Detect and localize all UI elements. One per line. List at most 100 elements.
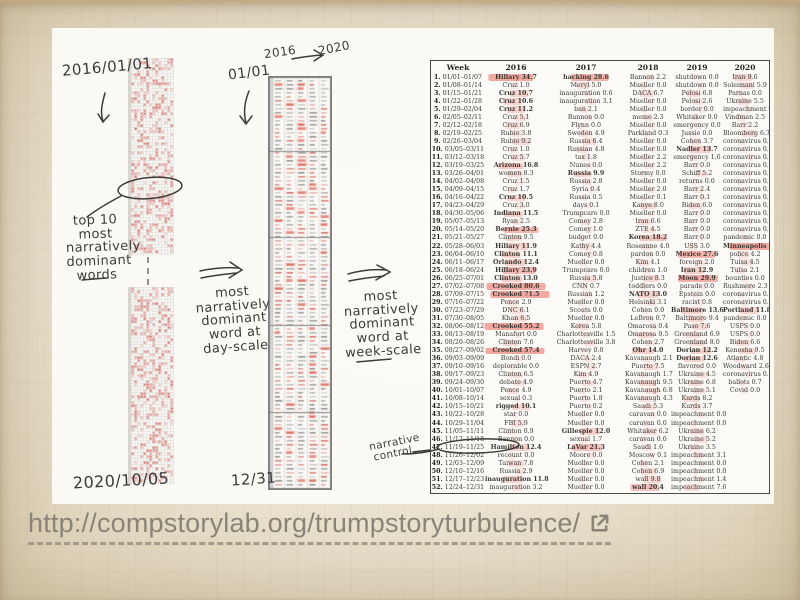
- word-cell: Orlando 12.4: [485, 259, 547, 266]
- highlight-mark: [741, 259, 753, 266]
- highlight-mark: [508, 460, 524, 467]
- highlight-mark: [513, 379, 527, 387]
- highlight-mark: [695, 299, 703, 306]
- word-cell: inauguration 3.1: [547, 98, 625, 105]
- word-cell: Cruz 11.2: [485, 106, 547, 113]
- word-cell: Cohen 0.0: [625, 307, 671, 314]
- word-value: Mueller 0.0: [567, 467, 605, 475]
- word-cell: Omarosa 0.4: [625, 323, 671, 330]
- word-cell: Manafort 0.0: [485, 331, 547, 339]
- word-value: Mueller 2.2: [629, 153, 667, 161]
- word-value: USS 3.0: [684, 242, 710, 250]
- word-cell: border 0.0: [671, 106, 723, 113]
- highlight-mark: [490, 291, 550, 298]
- word-value: impeachment 3.1: [671, 451, 727, 459]
- word-value: caravan 0.0: [629, 419, 667, 427]
- week-cell: 44. 10/29–11/04: [431, 419, 485, 427]
- highlight-mark: [488, 74, 534, 81]
- highlight-mark: [687, 379, 703, 387]
- highlight-mark: [740, 186, 748, 194]
- header-2016: 2016: [505, 62, 527, 72]
- word-value: Crooked 57.4: [492, 347, 540, 355]
- table-row: 13. 03/26–04/01 women 8.3 Russia 9.9 Stormy…: [431, 170, 769, 178]
- word-cell: Ryan 2.5: [485, 218, 547, 226]
- word-value: Ukraine 5.1: [678, 387, 716, 395]
- word-value: Jussie 0.0: [681, 129, 713, 137]
- word-cell: Pence 4.9: [485, 387, 547, 395]
- highlight-mark: [579, 428, 601, 435]
- word-cell: LeBron 0.7: [625, 315, 671, 322]
- highlight-mark: [645, 315, 653, 322]
- word-cell: Barr 2.4: [671, 186, 723, 194]
- word-value: Iran 9.6: [732, 73, 758, 81]
- highlight-mark: [577, 371, 591, 379]
- word-value: Barr 0.0: [683, 210, 711, 218]
- word-value: caravan 0.0: [629, 411, 667, 419]
- week-cell: 42. 10/15–10/21: [431, 403, 485, 411]
- word-cell: wall 9.8: [625, 476, 671, 483]
- word-cell: Cruz 10.5: [485, 194, 547, 202]
- highlight-mark: [689, 339, 705, 347]
- word-value: recount 0.0: [497, 451, 535, 459]
- word-value: Cohen 2.7: [631, 339, 665, 347]
- word-value: Trumpcare 0.0: [562, 266, 610, 274]
- word-value: Russia 2.8: [569, 178, 603, 186]
- word-cell: Ohr 14.0: [625, 347, 671, 355]
- highlight-mark: [678, 275, 718, 282]
- word-value: Ryan 2.5: [501, 218, 530, 226]
- word-cell: coronavirus 0.0: [723, 138, 769, 145]
- word-cell: Korea 18.2: [625, 234, 671, 242]
- word-cell: Charlottesville 3.8: [547, 339, 625, 347]
- highlight-mark: [486, 283, 546, 290]
- highlight-mark: [694, 436, 708, 443]
- table-row: 5. 01/29–02/04 Cruz 11.2 ban 2.1 Mueller 0.…: [431, 105, 769, 113]
- word-value: shutdown 0.0: [675, 81, 719, 89]
- highlight-mark: [587, 186, 595, 194]
- highlight-mark: [580, 283, 588, 290]
- word-value: Russia 5.8: [569, 274, 603, 282]
- highlight-mark: [693, 74, 701, 81]
- highlight-mark: [647, 452, 655, 459]
- week-cell: 22. 05/28–06/03: [431, 242, 485, 250]
- highlight-mark: [736, 114, 746, 121]
- word-value: Russia 2.9: [499, 467, 533, 475]
- word-cell: Baltimore 9.4: [671, 315, 723, 322]
- word-cell: Mueller 0.0: [547, 484, 625, 491]
- word-cell: Crooked 57.4: [485, 347, 547, 355]
- source-link[interactable]: http://compstorylab.org/trumpstoryturbul…: [28, 508, 612, 545]
- highlight-mark: [739, 162, 747, 170]
- highlight-mark: [694, 476, 704, 483]
- week-cell: 14. 04/02–04/08: [431, 178, 485, 186]
- word-cell: Comey 1.0: [547, 226, 625, 234]
- word-value: Whitaker 6.2: [627, 427, 669, 435]
- word-cell: Barr 0.0: [671, 162, 723, 170]
- table-row: 10. 03/05–03/11 Cruz 1.0 Russian 4.8 Muelle…: [431, 145, 769, 153]
- highlight-mark: [639, 234, 667, 242]
- word-value: Schiff 5.2: [681, 170, 713, 178]
- word-value: Dorian 12.6: [676, 355, 718, 363]
- word-value: Barr 0.1: [683, 194, 711, 202]
- word-value: Hamilton 12.4: [490, 443, 542, 451]
- highlight-mark: [678, 251, 716, 258]
- word-cell: Tulsa 2.1: [723, 267, 767, 274]
- highlight-mark: [696, 371, 708, 379]
- word-cell: Barr 0.0: [671, 210, 723, 218]
- highlight-mark: [737, 379, 745, 387]
- word-cell: Kurds 3.7: [671, 403, 723, 411]
- highlight-mark: [578, 436, 588, 443]
- word-value: Whitaker 0.0: [676, 113, 718, 121]
- table-row: 39. 09/24–09/30 debate 4.9 Puerto 4.7 Kavan…: [431, 379, 769, 387]
- word-value: Kurds 3.7: [681, 403, 713, 411]
- word-value: NATO 13.0: [629, 290, 667, 298]
- word-cell: Barr 0.0: [671, 218, 723, 226]
- word-value: pardon 0.0: [630, 250, 666, 258]
- week-cell: 45. 11/05–11/11: [431, 427, 485, 435]
- highlight-mark: [514, 331, 522, 339]
- word-value: Puerto 7.5: [631, 363, 665, 371]
- highlight-mark: [575, 323, 589, 330]
- highlight-mark: [688, 444, 700, 451]
- word-cell: Omarosa 9.5: [625, 331, 671, 339]
- highlight-mark: [644, 387, 660, 395]
- highlight-mark: [637, 291, 659, 298]
- table-row: 30. 07/23–07/29 DNC 6.1 Scouts 0.0 Cohen 0.…: [431, 306, 769, 314]
